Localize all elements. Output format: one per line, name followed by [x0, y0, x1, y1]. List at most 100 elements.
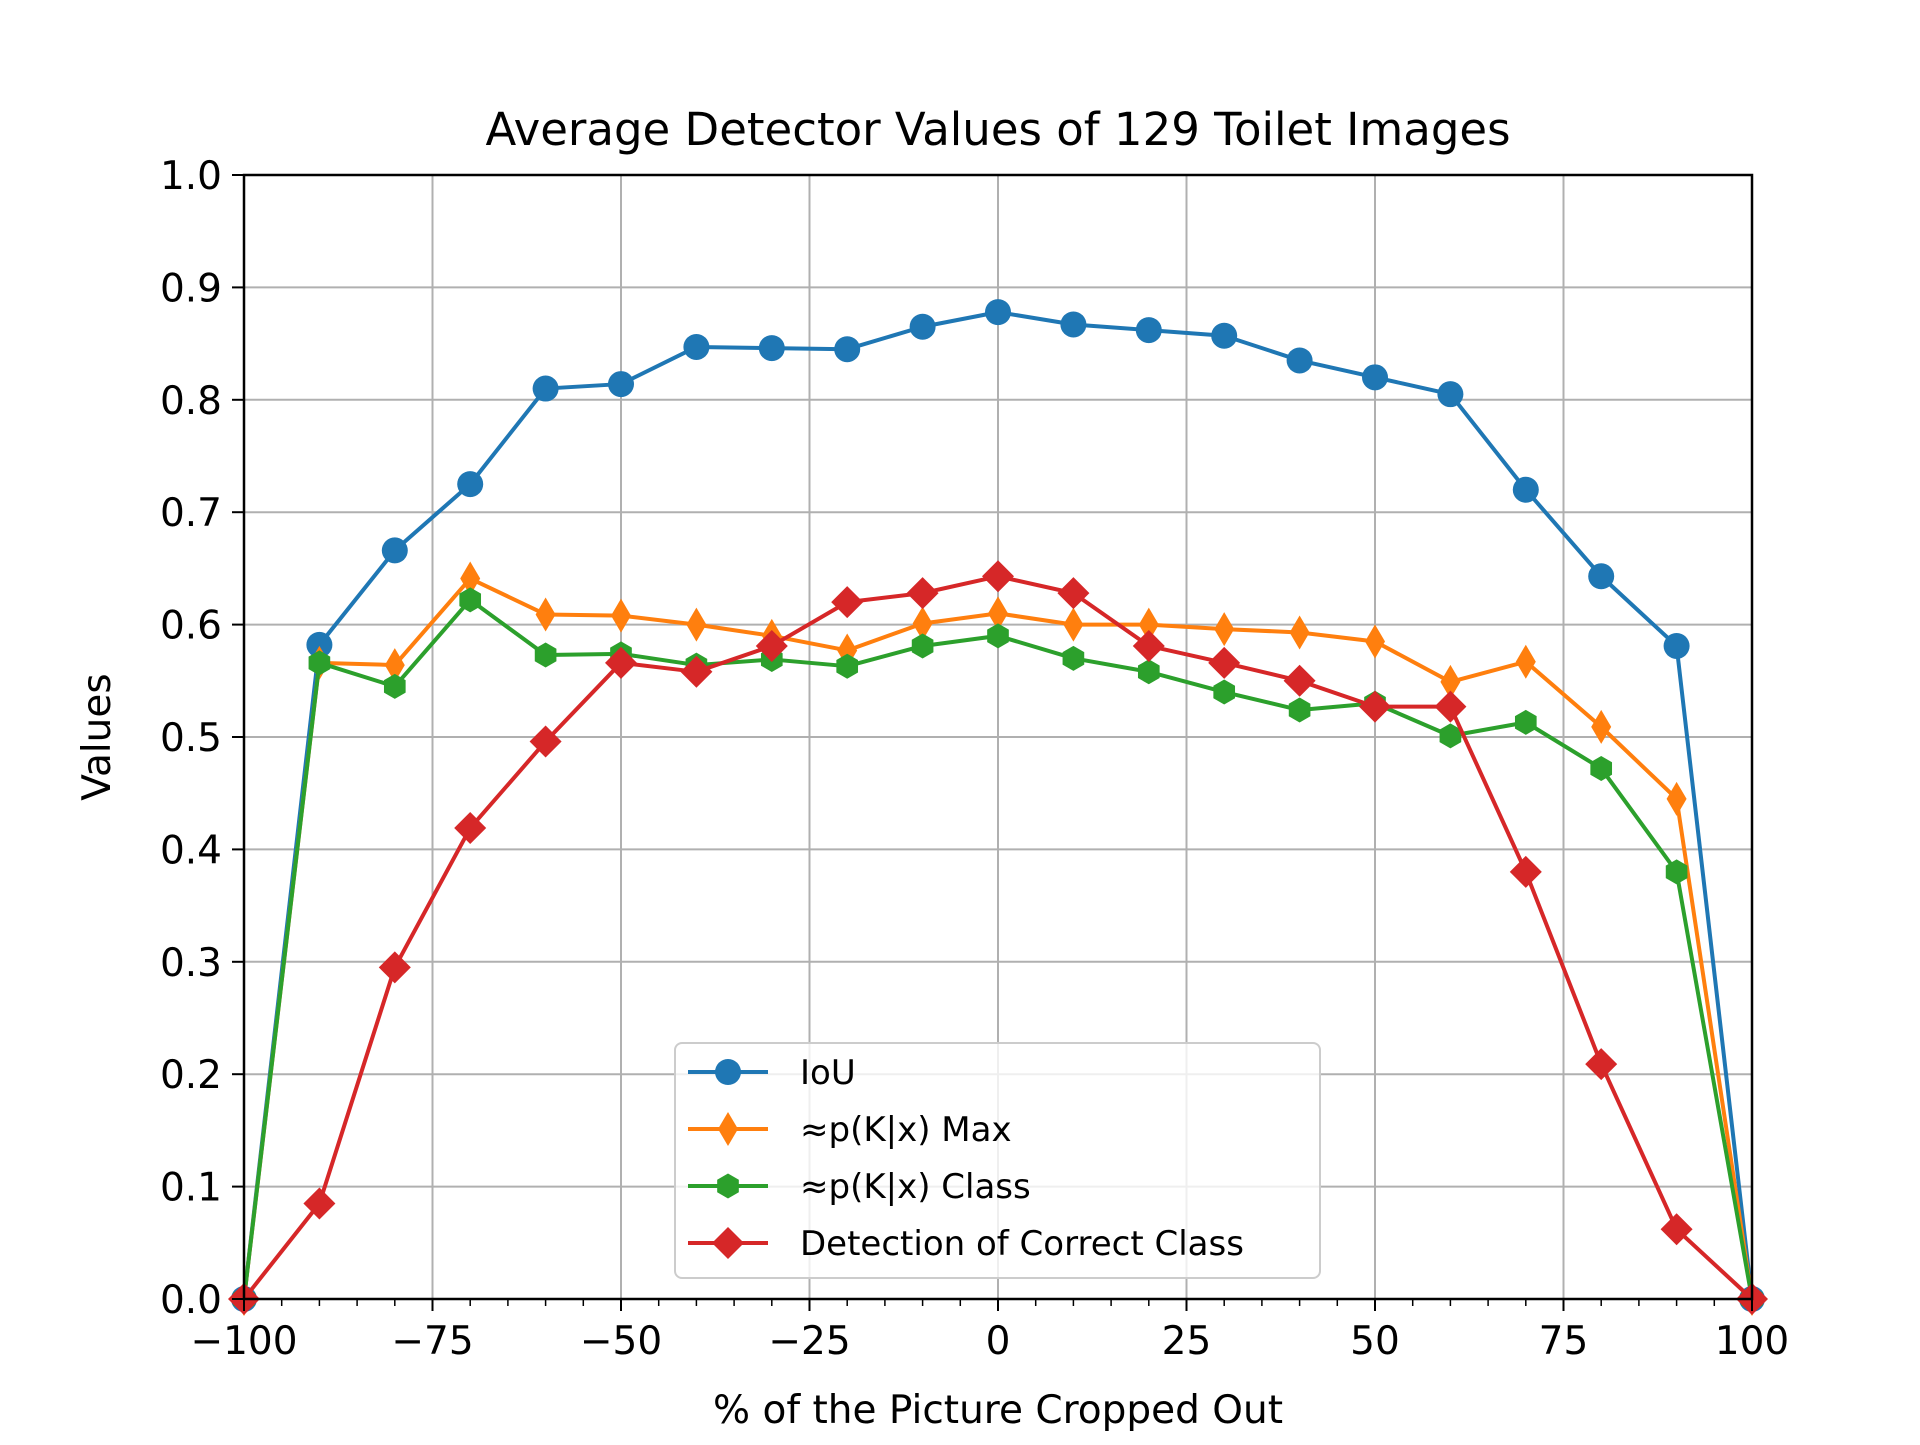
- data-point: [1509, 855, 1542, 888]
- x-tick-label: 0: [986, 1319, 1011, 1364]
- data-point: [535, 597, 556, 632]
- data-point: [378, 951, 411, 984]
- legend-frame: [674, 1042, 1321, 1279]
- data-point: [1591, 709, 1612, 744]
- data-point: [1666, 781, 1687, 816]
- x-axis-label: % of the Picture Cropped Out: [713, 1388, 1283, 1433]
- data-point: [987, 623, 1009, 649]
- legend-label: IoU: [800, 1053, 856, 1093]
- x-tick-label: −50: [580, 1319, 662, 1364]
- x-tick-label: 50: [1350, 1319, 1400, 1364]
- data-point: [381, 537, 408, 564]
- y-tick-label: 0.0: [160, 1278, 222, 1323]
- data-point: [982, 560, 1014, 593]
- data-point: [906, 577, 939, 610]
- data-point: [1512, 476, 1539, 503]
- data-point: [758, 335, 785, 362]
- data-point: [1665, 859, 1688, 885]
- data-point: [1440, 664, 1461, 699]
- legend-item: ≈p(K|x) Max: [688, 1110, 1012, 1150]
- legend-marker: [712, 1227, 744, 1259]
- legend-item: IoU: [688, 1053, 856, 1093]
- data-point: [1135, 317, 1162, 344]
- data-point: [1138, 607, 1159, 642]
- data-point: [454, 812, 487, 845]
- data-point: [1660, 1213, 1693, 1246]
- data-point: [459, 587, 482, 613]
- data-point: [534, 642, 557, 668]
- x-tick-label: −75: [391, 1319, 473, 1364]
- legend: IoU ≈p(K|x) Max ≈p(K|x) Class Detection of …: [674, 1042, 1321, 1279]
- y-tick-label: 0.3: [160, 941, 222, 986]
- data-point: [306, 631, 333, 658]
- legend-item: Detection of Correct Class: [688, 1224, 1244, 1264]
- data-point: [1286, 347, 1313, 374]
- data-point: [1362, 364, 1388, 391]
- data-point: [1211, 322, 1238, 349]
- data-point: [384, 648, 405, 683]
- data-point: [608, 371, 634, 398]
- data-point: [1062, 645, 1085, 671]
- data-point: [1515, 644, 1536, 679]
- legend-label: Detection of Correct Class: [800, 1224, 1244, 1264]
- data-point: [1213, 679, 1236, 705]
- x-tick-label: 75: [1539, 1319, 1589, 1364]
- legend-label: ≈p(K|x) Max: [800, 1110, 1012, 1150]
- data-point: [1439, 723, 1462, 749]
- legend-item: ≈p(K|x) Class: [688, 1167, 1031, 1207]
- data-point: [1365, 624, 1385, 659]
- data-point: [383, 673, 406, 699]
- data-point: [1057, 577, 1090, 610]
- data-point: [1208, 646, 1241, 679]
- data-point: [911, 633, 934, 659]
- data-point: [1437, 381, 1464, 408]
- data-point: [611, 598, 631, 633]
- data-point: [836, 653, 859, 679]
- y-axis-label: Values: [75, 673, 120, 800]
- data-point: [686, 607, 707, 642]
- y-tick-label: 0.6: [160, 604, 222, 649]
- legend-marker: [715, 1059, 741, 1085]
- data-point: [460, 561, 481, 596]
- data-point: [1214, 612, 1235, 647]
- data-point: [1283, 664, 1316, 697]
- data-point: [529, 725, 562, 758]
- data-point: [308, 650, 331, 676]
- series-4: [228, 560, 1768, 1315]
- data-point: [1585, 1048, 1618, 1081]
- legend-marker: [718, 1112, 738, 1146]
- chart-title: Average Detector Values of 129 Toilet Im…: [485, 103, 1510, 156]
- legend-marker: [717, 1173, 739, 1199]
- data-point: [532, 375, 559, 402]
- data-point: [683, 333, 710, 360]
- data-point: [985, 299, 1011, 326]
- data-point: [1063, 607, 1084, 642]
- x-tick-label: −25: [768, 1319, 850, 1364]
- y-tick-label: 0.7: [160, 491, 222, 536]
- data-point: [1434, 690, 1467, 723]
- y-tick-label: 0.5: [160, 716, 222, 761]
- data-point: [1514, 709, 1537, 735]
- x-tick-label: 100: [1715, 1319, 1789, 1364]
- y-tick-label: 1.0: [160, 154, 222, 199]
- axis-ticks: −100 −75 −50 −25 0 25 50 75 100 0.0 0.1 0.2 0.3 0.4 0.…: [160, 154, 1789, 1364]
- data-point: [1663, 632, 1690, 659]
- data-point: [1132, 629, 1165, 662]
- series-3: [233, 587, 1763, 1312]
- data-point: [1060, 311, 1087, 338]
- data-point: [831, 586, 864, 619]
- y-tick-label: 0.1: [160, 1166, 222, 1211]
- data-point: [834, 336, 861, 363]
- data-point: [755, 629, 788, 662]
- y-tick-label: 0.2: [160, 1053, 222, 1098]
- plot-series: [228, 299, 1768, 1316]
- data-point: [909, 313, 936, 340]
- legend-label: ≈p(K|x) Class: [800, 1167, 1031, 1207]
- data-point: [1359, 690, 1391, 723]
- x-tick-label: 25: [1162, 1319, 1212, 1364]
- data-point: [912, 606, 933, 641]
- data-point: [303, 1187, 336, 1220]
- y-tick-label: 0.9: [160, 266, 222, 311]
- y-tick-label: 0.8: [160, 379, 222, 424]
